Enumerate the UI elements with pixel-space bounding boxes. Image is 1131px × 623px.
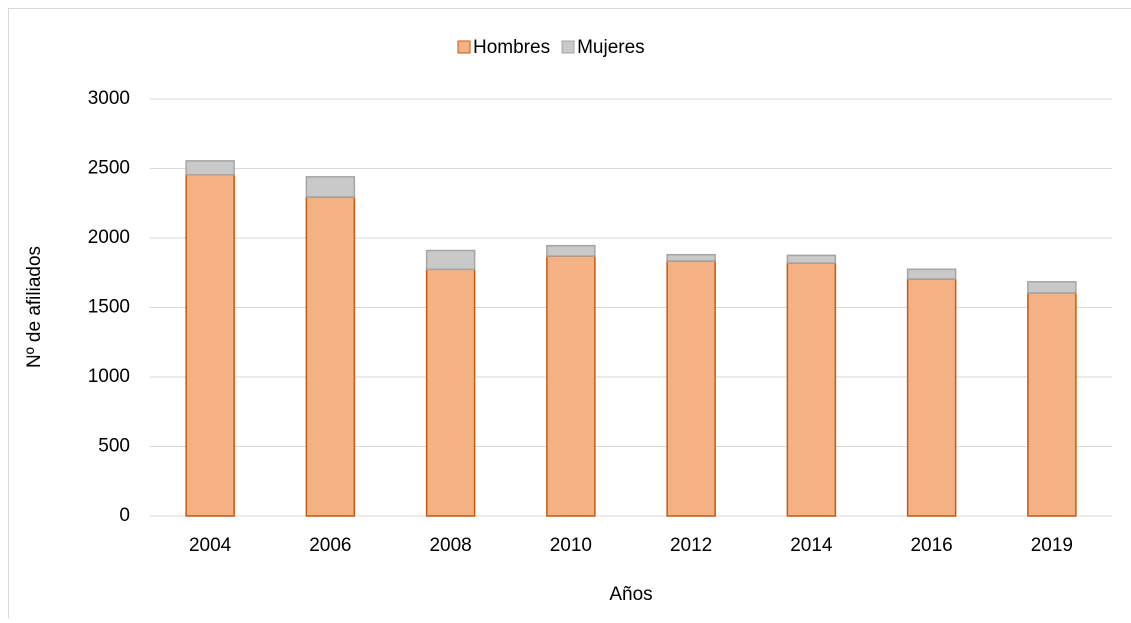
x-tick-label: 2010 (550, 535, 592, 556)
legend-swatch (458, 41, 470, 53)
bar-segment (186, 175, 234, 516)
bar-segment (186, 161, 234, 175)
y-tick-label: 1500 (88, 297, 130, 318)
bar-segment (667, 261, 715, 516)
x-tick-label: 2016 (910, 535, 952, 556)
legend-label: Mujeres (577, 37, 645, 58)
x-tick-label: 2008 (429, 535, 471, 556)
bar-segment (547, 256, 595, 516)
x-tick-label: 2006 (309, 535, 351, 556)
bar-segment (908, 279, 956, 516)
bar-segment (427, 269, 475, 516)
legend-label: Hombres (473, 37, 550, 58)
bar-segment (1028, 293, 1076, 516)
x-tick-label: 2014 (790, 535, 833, 556)
y-tick-label: 2000 (88, 227, 130, 248)
bar-segment (1028, 282, 1076, 293)
y-tick-label: 0 (119, 505, 130, 526)
x-tick-label: 2004 (189, 535, 232, 556)
y-tick-label: 500 (98, 436, 130, 457)
bar-segment (908, 269, 956, 279)
bar-segment (306, 177, 354, 197)
bar-segment (787, 255, 835, 263)
y-tick-label: 3000 (88, 88, 130, 109)
y-tick-label: 2500 (88, 158, 130, 179)
bar-segment (667, 255, 715, 261)
x-tick-label: 2012 (670, 535, 712, 556)
bar-segment (427, 251, 475, 270)
bar-segment (547, 246, 595, 256)
y-tick-label: 1000 (88, 366, 130, 387)
x-axis-label: Años (609, 584, 652, 605)
bar-segment (306, 197, 354, 516)
bar-segment (787, 263, 835, 516)
legend-swatch (562, 41, 574, 53)
x-tick-label: 2019 (1031, 535, 1073, 556)
y-axis-label: Nº de afiliados (24, 246, 45, 368)
